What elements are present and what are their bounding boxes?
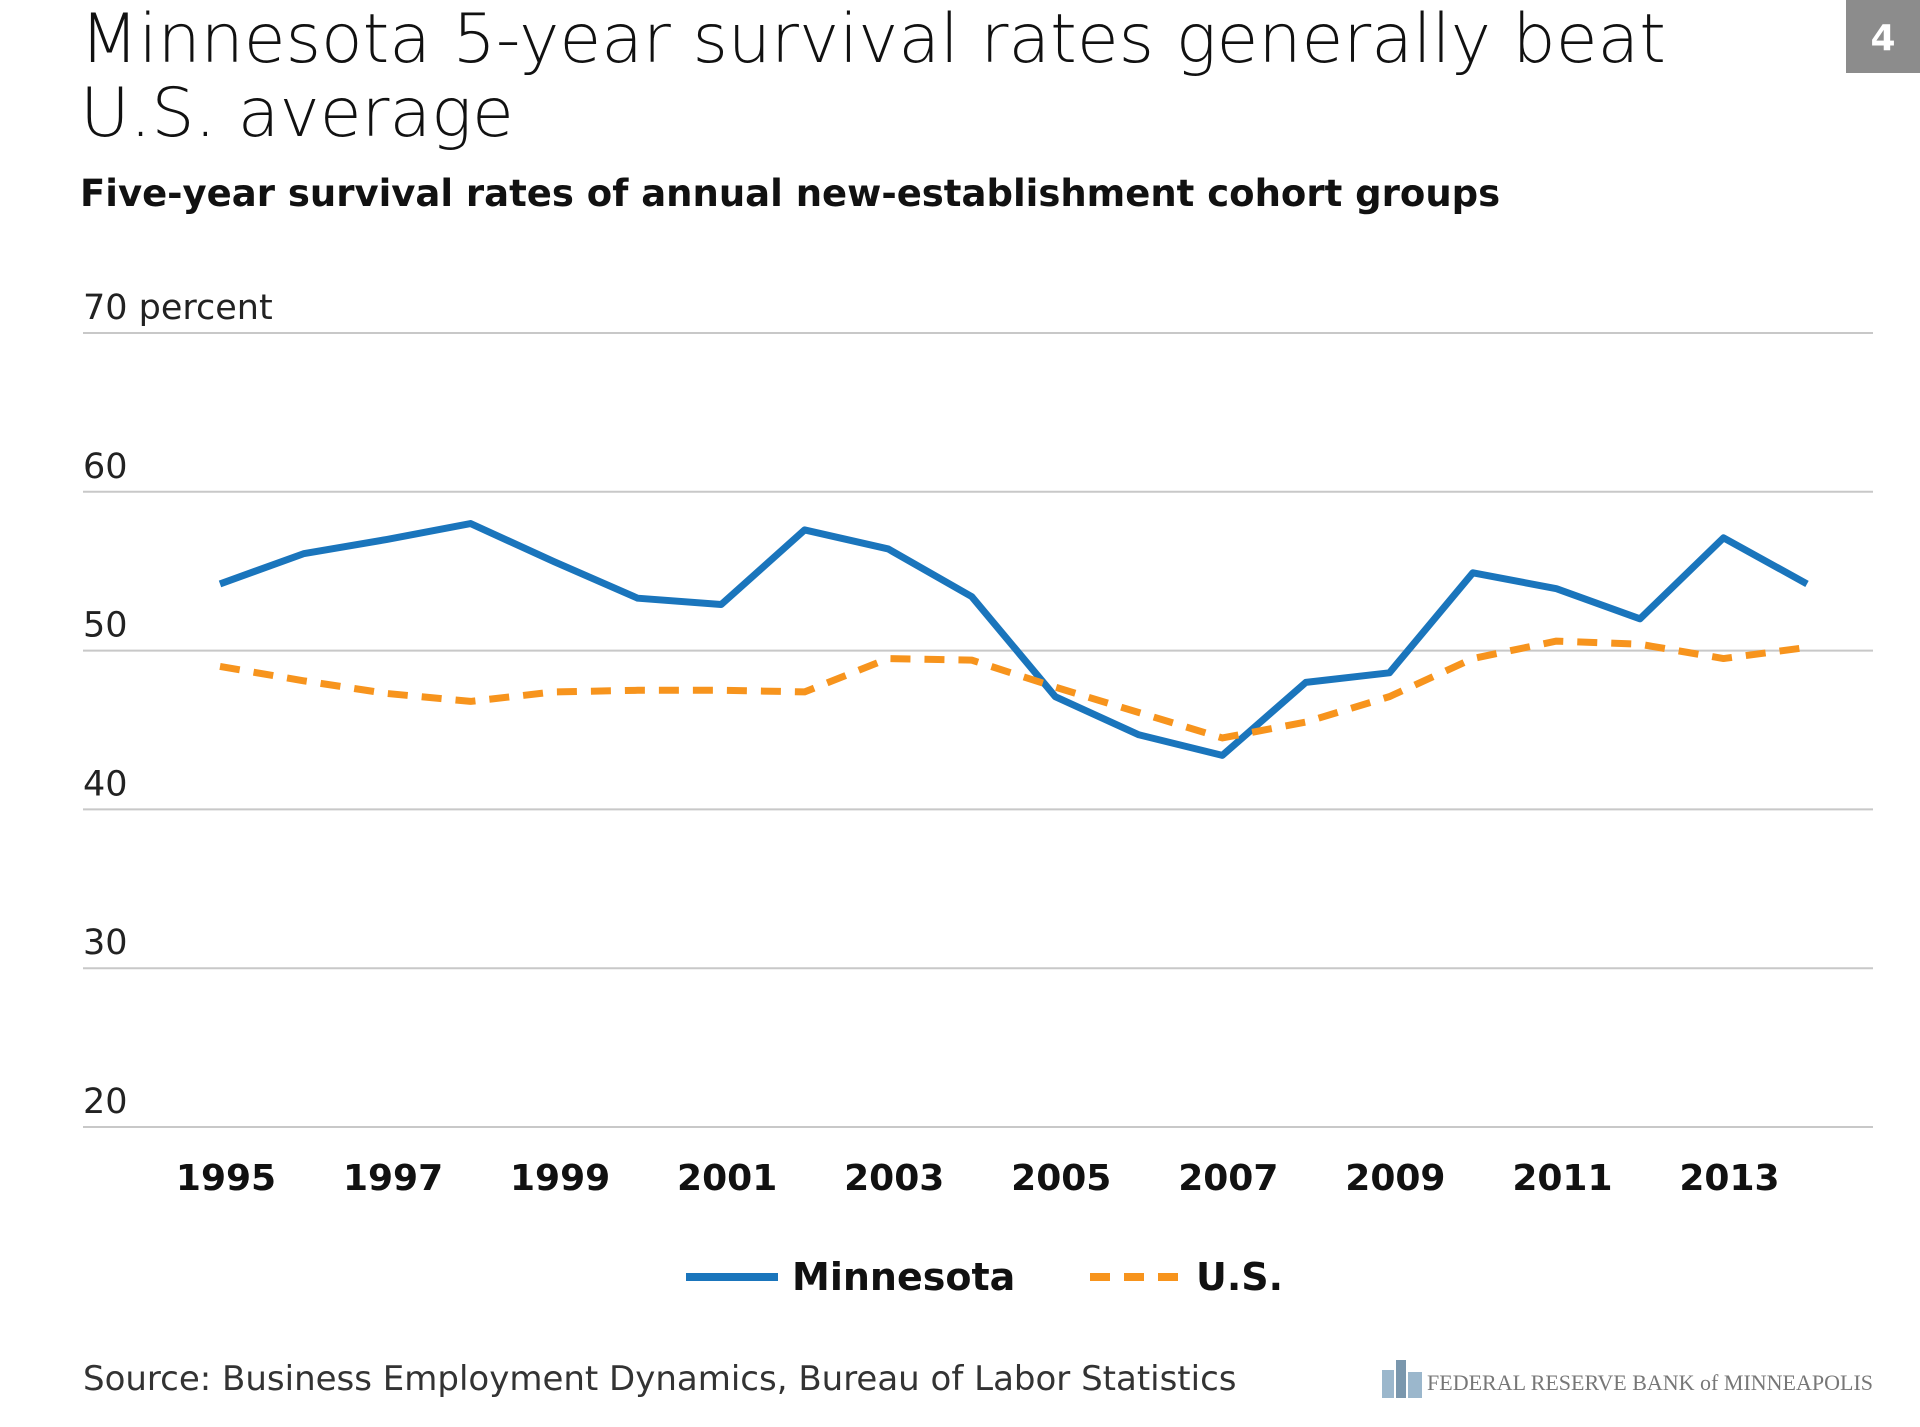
x-tick-label: 2001 [677, 1158, 777, 1199]
series-line [218, 520, 1809, 759]
y-tick-label: 70 percent [83, 288, 273, 328]
x-tick-label: 2011 [1512, 1158, 1612, 1199]
y-tick-label: 30 [83, 923, 128, 963]
logo-icon [1382, 1360, 1422, 1398]
y-tick-label: 50 [83, 606, 128, 646]
chart-subtitle: Five-year survival rates of annual new-e… [80, 172, 1500, 215]
legend-label: U.S. [1196, 1255, 1283, 1299]
badge-box [1846, 0, 1920, 73]
x-tick-label: 2005 [1011, 1158, 1111, 1199]
x-tick-label: 2009 [1345, 1158, 1445, 1199]
x-tick-label: 2007 [1178, 1158, 1278, 1199]
y-tick-label: 40 [83, 764, 128, 804]
x-tick-label: 2013 [1679, 1158, 1779, 1199]
x-tick-label: 1999 [510, 1158, 610, 1199]
legend-label: Minnesota [792, 1255, 1015, 1299]
y-tick-label: 20 [83, 1082, 128, 1122]
y-tick-label: 60 [83, 447, 128, 487]
x-tick-label: 2003 [844, 1158, 944, 1199]
x-tick-label: 1997 [343, 1158, 443, 1199]
chart-title: U.S. average [80, 74, 514, 153]
footer-logo: FEDERAL RESERVE BANK of MINNEAPOLIS [1427, 1370, 1873, 1395]
badge: 4 [1870, 18, 1895, 59]
x-tick-label: 1995 [176, 1158, 276, 1199]
chart-title: Minnesota 5-year survival rates generall… [80, 0, 1666, 79]
series-line [219, 637, 1808, 742]
source: Source: Business Employment Dynamics, Bu… [83, 1359, 1237, 1399]
